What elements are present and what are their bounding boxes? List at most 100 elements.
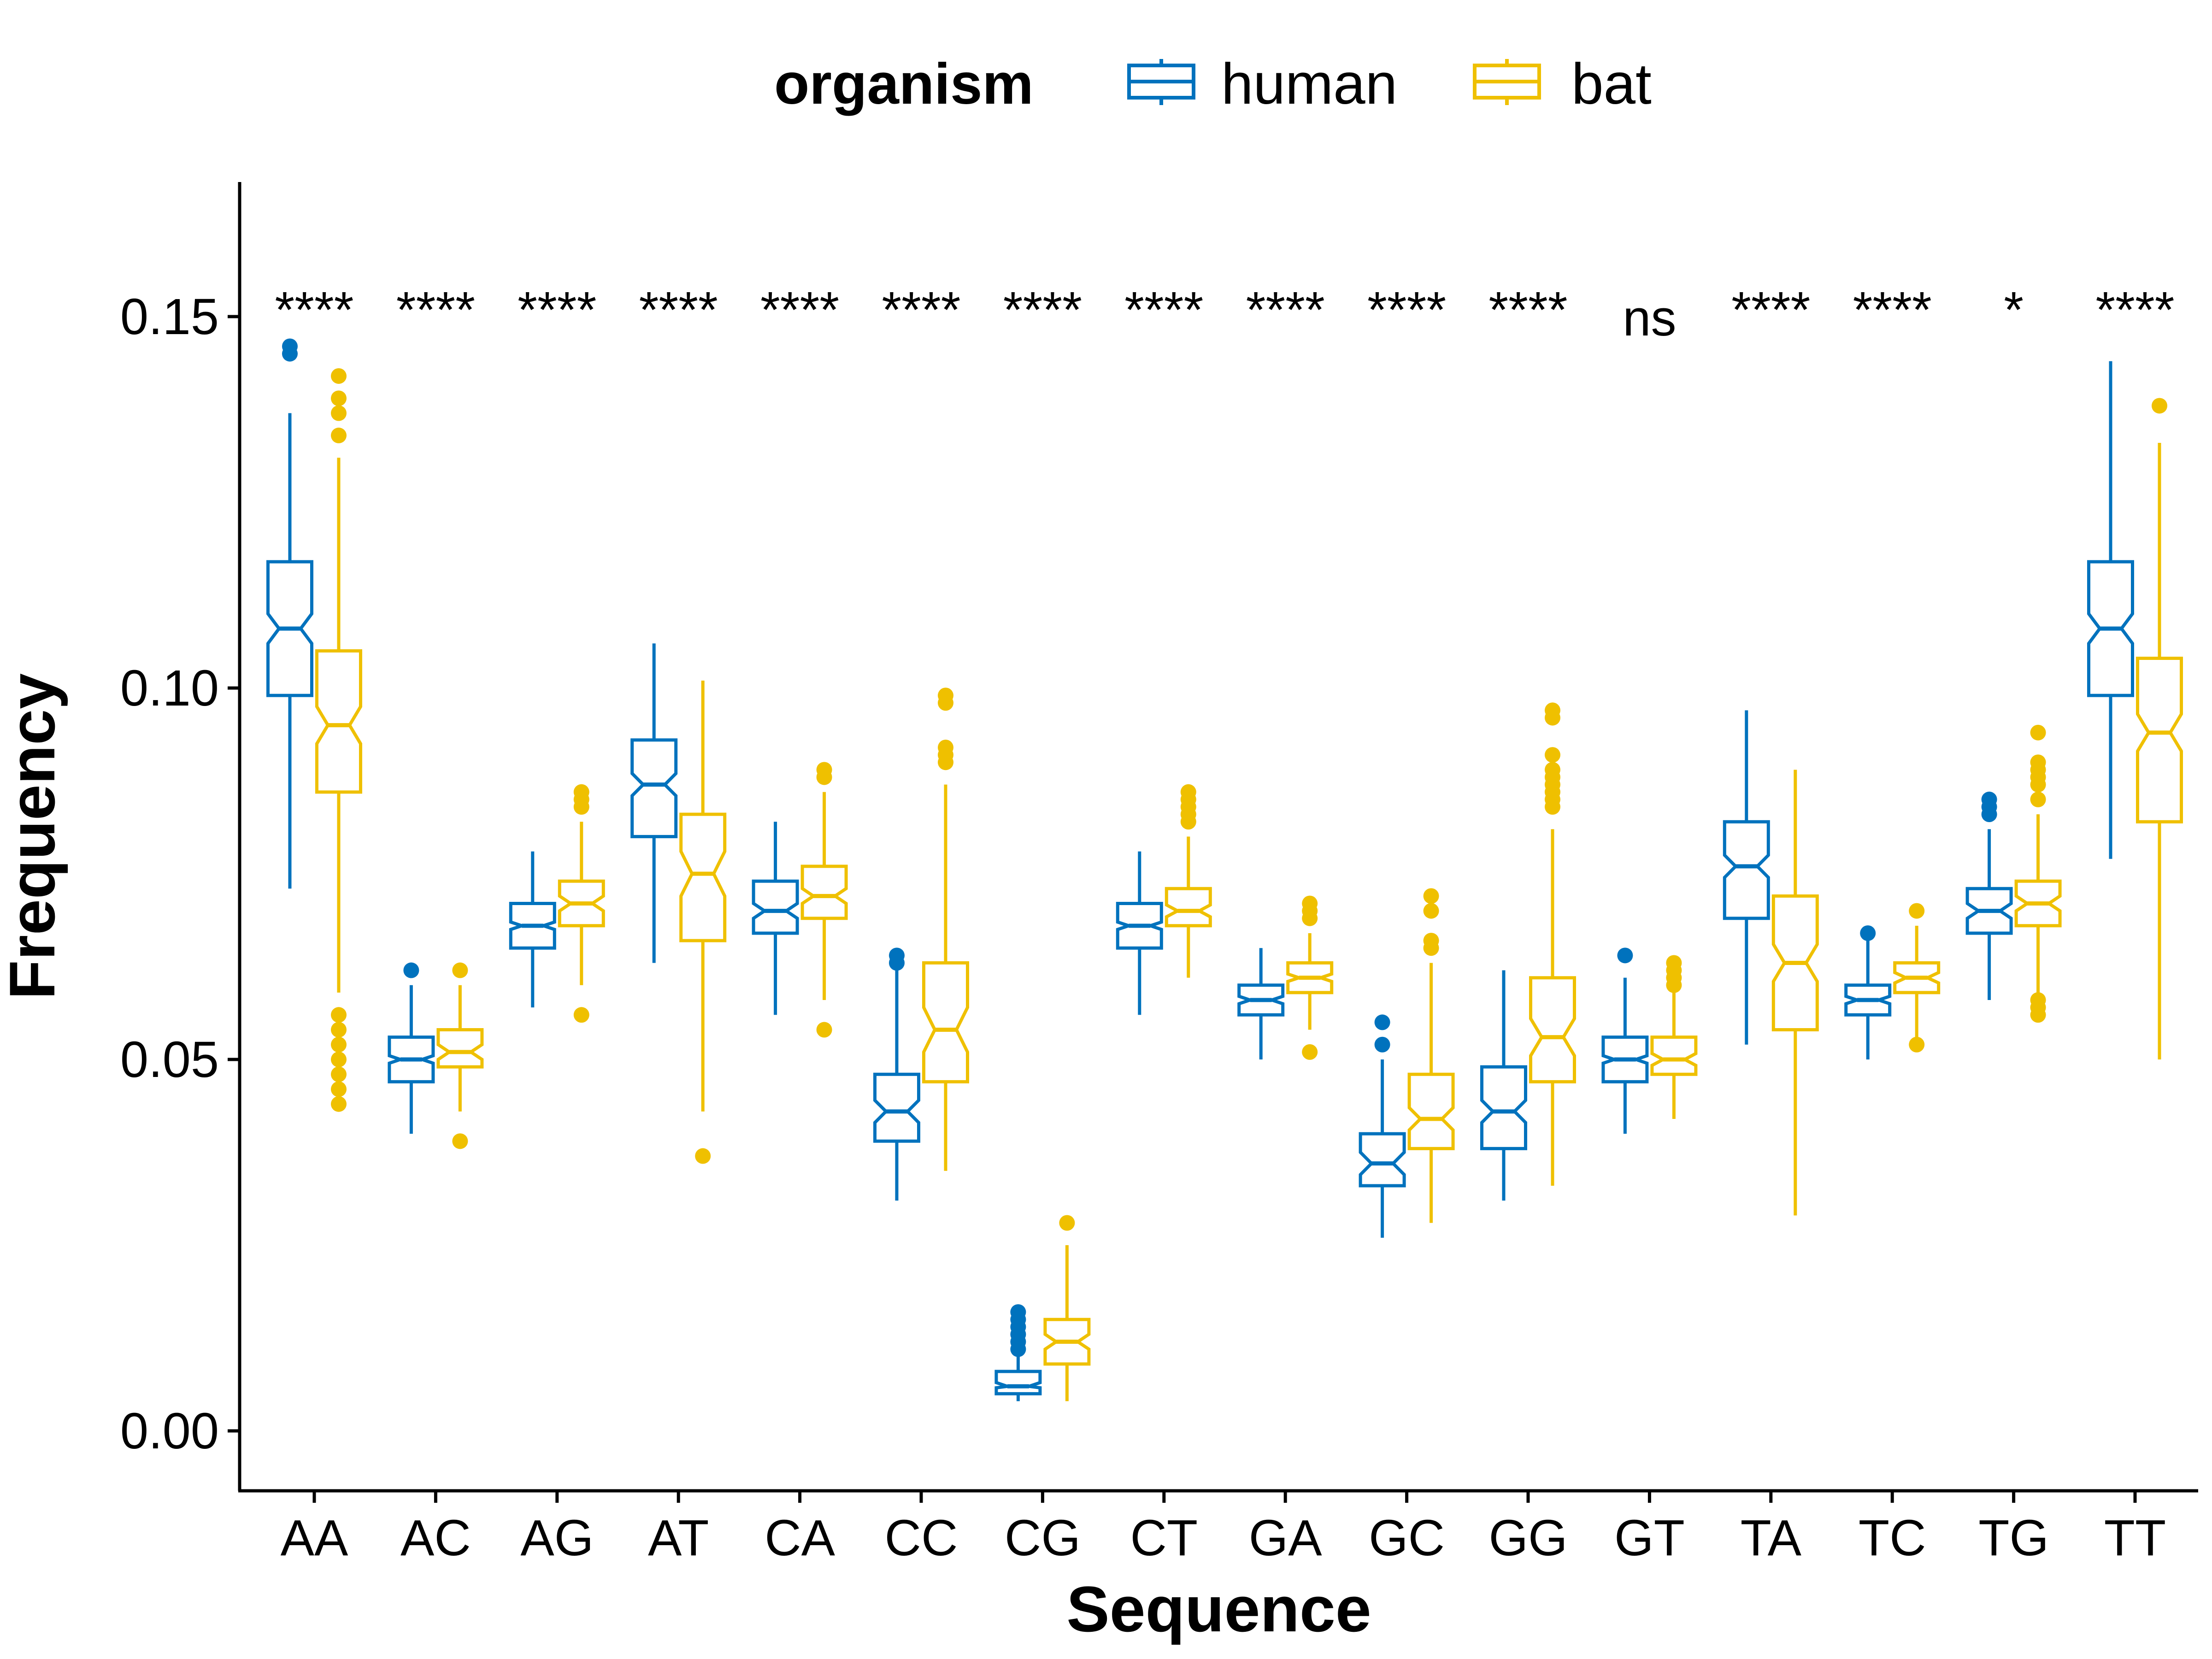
outlier-point <box>1374 1036 1390 1053</box>
box-body <box>1165 887 1212 928</box>
significance-label: * <box>2004 282 2024 338</box>
outlier-point <box>1545 710 1560 726</box>
outlier-point <box>1617 947 1633 964</box>
box-bat-GA <box>1286 895 1334 1060</box>
significance-label: **** <box>1731 282 1810 338</box>
box-bat-TT <box>2136 398 2183 1059</box>
outlier-point <box>938 695 953 711</box>
x-tick-label: CC <box>885 1510 958 1566</box>
box-human-TT <box>2087 361 2134 859</box>
outlier-point <box>1374 1014 1390 1030</box>
box-body <box>630 738 678 838</box>
box-body <box>1480 1065 1527 1150</box>
box-bat-AG <box>558 784 605 1023</box>
outlier-point <box>1666 977 1682 993</box>
outlier-point <box>573 1007 589 1023</box>
box-human-AT <box>630 643 678 963</box>
box-bat-AC <box>436 962 484 1149</box>
outlier-point <box>1302 1044 1318 1060</box>
outlier-point <box>1909 903 1925 919</box>
outlier-point <box>331 1022 347 1038</box>
outlier-point <box>1180 814 1196 830</box>
box-body <box>2136 657 2183 824</box>
legend-title: organism <box>774 52 1034 116</box>
outlier-point <box>1423 903 1439 919</box>
x-tick-label: AA <box>281 1510 348 1566</box>
box-body <box>679 812 727 942</box>
x-ticks: AA AC AG AT CA CC CG CT GA GC GG GT TA TC TG TT <box>281 1491 2166 1566</box>
x-tick-label: TG <box>1978 1510 2049 1566</box>
legend-key-bat <box>1473 59 1541 105</box>
y-tick-label: 0.15 <box>120 288 219 345</box>
y-ticks: 0.00 0.05 0.10 0.15 <box>120 288 240 1459</box>
box-body <box>1723 820 1770 920</box>
box-body <box>1359 1132 1406 1188</box>
x-tick-label: TT <box>2104 1510 2166 1566</box>
box-bat-AA <box>315 368 362 1112</box>
box-body <box>994 1370 1042 1395</box>
outlier-point <box>331 1066 347 1082</box>
box-bat-CA <box>800 762 848 1038</box>
x-tick-label: GC <box>1369 1510 1445 1566</box>
significance-label: **** <box>1853 282 1932 338</box>
outlier-point <box>1860 925 1876 941</box>
outlier-point <box>2030 1007 2046 1023</box>
outlier-point <box>1545 799 1560 815</box>
outlier-point <box>2152 398 2167 414</box>
outlier-point <box>889 955 905 971</box>
box-body <box>922 961 969 1083</box>
outlier-point <box>1981 806 1997 823</box>
legend: organism human bat <box>774 52 1652 116</box>
significance-label: **** <box>2095 282 2174 338</box>
box-bat-CC <box>922 688 969 1171</box>
box-bat-CG <box>1043 1215 1091 1401</box>
x-tick-label: AC <box>400 1510 471 1566</box>
x-tick-label: CA <box>765 1510 835 1566</box>
box-bat-AT <box>679 680 727 1164</box>
significance-labels: **** **** **** **** **** **** **** **** **** ****… <box>275 282 2174 347</box>
x-tick-label: TA <box>1741 1510 1802 1566</box>
x-tick-label: GT <box>1614 1510 1685 1566</box>
box-bat-TC <box>1893 903 1941 1053</box>
outlier-point <box>452 962 468 978</box>
box-body <box>1650 1035 1698 1076</box>
box-body <box>752 879 799 935</box>
outlier-point <box>331 390 347 406</box>
outlier-point <box>452 1133 468 1149</box>
outlier-point <box>2030 791 2046 807</box>
outlier-point <box>2030 777 2046 793</box>
x-tick-label: TC <box>1859 1510 1926 1566</box>
box-human-TC <box>1844 925 1892 1059</box>
x-tick-label: GA <box>1249 1510 1323 1566</box>
box-body <box>315 649 362 794</box>
box-body <box>436 1028 484 1069</box>
significance-label: **** <box>275 282 353 338</box>
box-human-GG <box>1480 970 1527 1201</box>
significance-label: ns <box>1623 290 1676 347</box>
significance-label: **** <box>1488 282 1567 338</box>
significance-label: **** <box>1246 282 1325 338</box>
box-body <box>873 1072 920 1143</box>
significance-label: **** <box>760 282 839 338</box>
box-human-TA <box>1723 710 1770 1045</box>
outlier-point <box>2030 724 2046 741</box>
outlier-point <box>816 1022 832 1038</box>
box-human-CC <box>873 947 920 1201</box>
box-bat-TA <box>1771 770 1819 1216</box>
outlier-point <box>1909 1036 1925 1053</box>
y-axis-title: Frequency <box>0 673 68 1000</box>
box-human-CT <box>1116 851 1163 1015</box>
outlier-point <box>1059 1215 1075 1231</box>
box-bat-TG <box>2014 724 2062 1023</box>
outlier-point <box>331 405 347 421</box>
box-human-AC <box>388 962 435 1134</box>
outlier-point <box>1302 910 1318 926</box>
x-axis-title: Sequence <box>1066 1573 1371 1645</box>
box-body <box>800 865 848 920</box>
x-tick-label: GG <box>1488 1510 1567 1566</box>
box-bat-GT <box>1650 955 1698 1119</box>
outlier-point <box>331 368 347 384</box>
significance-label: **** <box>882 282 960 338</box>
outlier-point <box>1423 888 1439 904</box>
